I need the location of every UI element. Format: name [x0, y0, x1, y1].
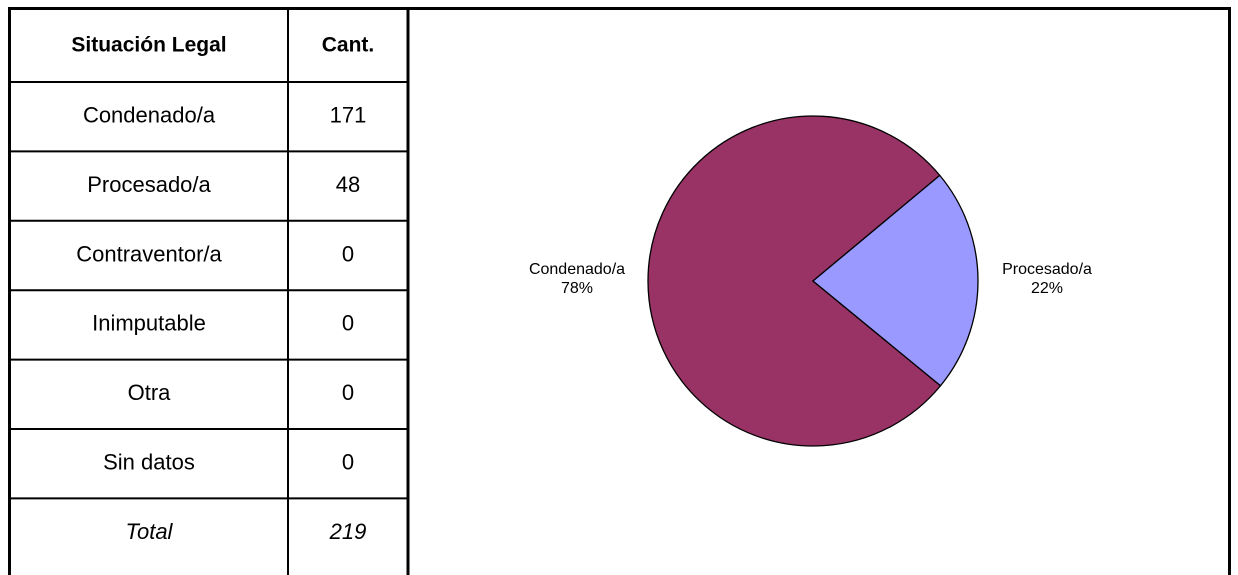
cell: Procesado/a: [87, 172, 211, 197]
cell: 0: [342, 311, 354, 336]
cell: 171: [330, 103, 367, 128]
cell: Contraventor/a: [76, 241, 222, 266]
frame: [8, 7, 1231, 575]
cell: 0: [342, 380, 354, 405]
cell: 0: [342, 450, 354, 475]
cell: 219: [329, 519, 367, 544]
cell: Condenado/a: [83, 103, 216, 128]
header-cell: Situación Legal: [71, 34, 226, 57]
pie-slice: [647, 115, 942, 447]
slice-value: 78%: [561, 280, 593, 297]
cell: Inimputable: [92, 311, 206, 336]
slice-label: Procesado/a: [1002, 261, 1092, 278]
cell: Otra: [128, 380, 172, 405]
cell: Total: [126, 519, 174, 544]
cell: Sin datos: [103, 450, 195, 475]
slice-value: 22%: [1031, 280, 1063, 297]
pie-slice: [811, 174, 979, 387]
slice-label: Condenado/a: [529, 261, 625, 278]
cell: 0: [342, 241, 354, 266]
cell: 48: [336, 172, 360, 197]
header-cell: Cant.: [322, 34, 375, 57]
